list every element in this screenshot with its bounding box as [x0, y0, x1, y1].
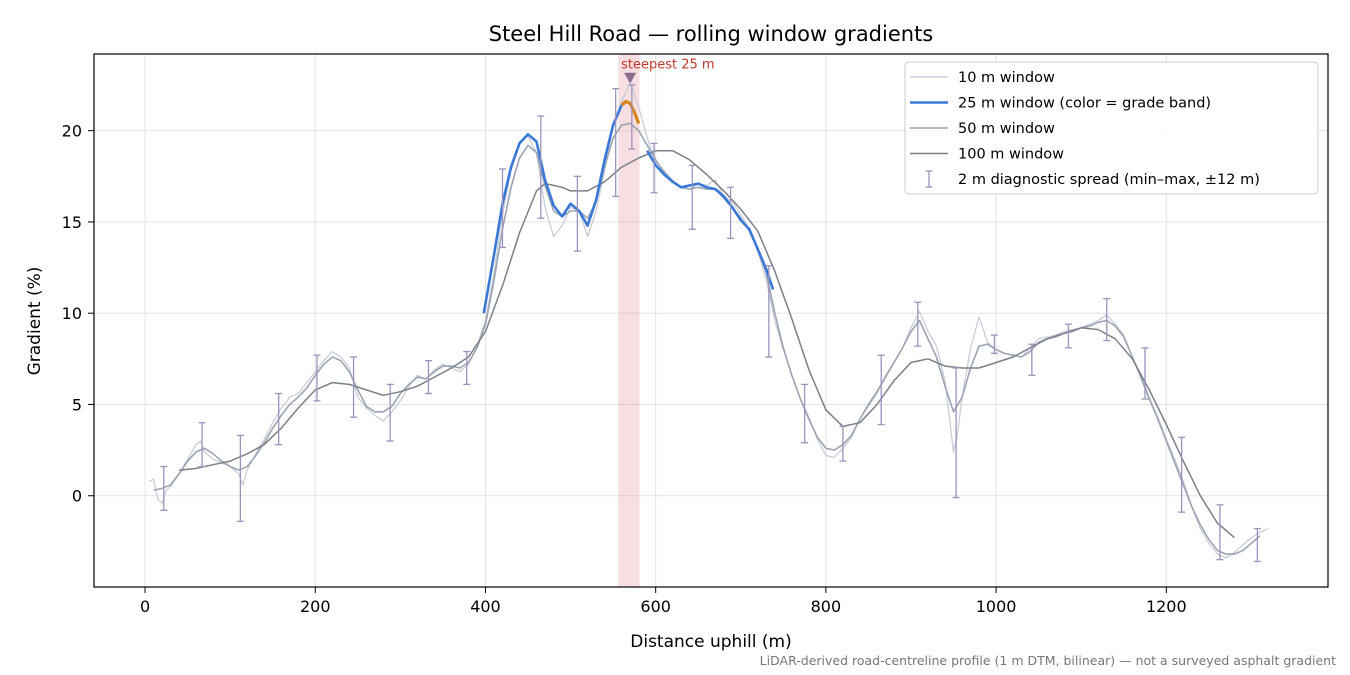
legend-label: 100 m window [958, 147, 1064, 163]
series-25m-steep-line [620, 99, 641, 124]
series-25m-line [482, 104, 623, 314]
plot-frame [93, 53, 1329, 588]
errorbar [688, 164, 696, 230]
errorbar [386, 383, 394, 442]
errorbar [952, 367, 960, 499]
y-tick-label: 20 [62, 122, 82, 141]
errorbar [1103, 297, 1111, 342]
errorbar [1028, 343, 1036, 376]
errorbar [628, 84, 636, 150]
plot-area: steepest 25 m [93, 53, 1329, 588]
y-axis-label: Gradient (%) [25, 267, 45, 376]
x-axis-ticks: 0 200 400 600 800 1000 1200 [140, 587, 1187, 616]
errorbar [1141, 347, 1149, 400]
legend-entry-25m: 25 m window (color = grade band) [910, 96, 1211, 112]
series-25m-line [646, 150, 775, 290]
legend-label: 25 m window (color = grade band) [958, 96, 1211, 112]
errorbar [765, 265, 773, 358]
errorbar [275, 392, 283, 446]
errorbar [198, 422, 206, 468]
steepest-marker [624, 72, 637, 84]
x-tick-label: 1200 [1146, 597, 1187, 616]
errorbar [313, 354, 321, 402]
steepest-segment-highlight [618, 54, 640, 587]
x-tick-label: 800 [811, 597, 842, 616]
legend-entry-100m: 100 m window [910, 147, 1064, 163]
errorbar [1064, 323, 1072, 349]
errorbar [537, 115, 545, 219]
errorbar [498, 168, 506, 249]
errorbar [1216, 504, 1224, 561]
errorbar [877, 354, 885, 426]
errorbar [573, 175, 581, 252]
errorbar [350, 356, 358, 418]
errorbar-layer [160, 84, 1261, 563]
errorbar [1178, 436, 1186, 513]
errorbar [801, 383, 809, 444]
legend-entry-errorbar: 2 m diagnostic spread (min–max, ±12 m) [925, 170, 1260, 188]
x-tick-label: 600 [640, 597, 671, 616]
errorbar [612, 88, 620, 198]
chart-title: Steel Hill Road — rolling window gradien… [489, 22, 934, 46]
legend-label: 50 m window [958, 121, 1055, 137]
x-axis-label: Distance uphill (m) [630, 632, 791, 652]
legend-entry-10m: 10 m window [910, 70, 1055, 86]
errorbar [424, 360, 432, 395]
errorbar [914, 301, 922, 347]
y-axis-ticks: 0 5 10 15 20 [62, 122, 94, 506]
x-tick-label: 1000 [976, 597, 1017, 616]
legend: 10 m window 25 m window (color = grade ba… [904, 61, 1319, 195]
errorbar [1253, 527, 1261, 563]
x-tick-label: 400 [470, 597, 501, 616]
y-tick-label: 5 [72, 395, 82, 414]
x-tick-label: 0 [140, 597, 150, 616]
legend-entry-50m: 50 m window [910, 121, 1055, 137]
footnote: LiDAR-derived road-centreline profile (1… [760, 653, 1336, 668]
legend-label: 10 m window [958, 70, 1055, 86]
legend-box [904, 61, 1319, 195]
y-tick-label: 15 [62, 213, 82, 232]
steepest-band [618, 54, 640, 587]
errorbar [236, 434, 244, 522]
series-10m-line [149, 82, 1269, 559]
x-tick-label: 200 [300, 597, 331, 616]
y-tick-label: 0 [72, 487, 82, 506]
annotation-layer: steepest 25 m [621, 58, 715, 84]
errorbar [160, 465, 168, 511]
series-layer [149, 82, 1269, 559]
errorbar [990, 334, 998, 355]
y-tick-label: 10 [62, 304, 82, 323]
errorbar [727, 186, 735, 240]
errorbar [839, 425, 847, 462]
steepest-label: steepest 25 m [621, 58, 714, 73]
errorbar [650, 142, 658, 194]
series-100m-line [179, 149, 1235, 539]
legend-label: 2 m diagnostic spread (min–max, ±12 m) [958, 172, 1260, 188]
errorbar [463, 350, 471, 386]
